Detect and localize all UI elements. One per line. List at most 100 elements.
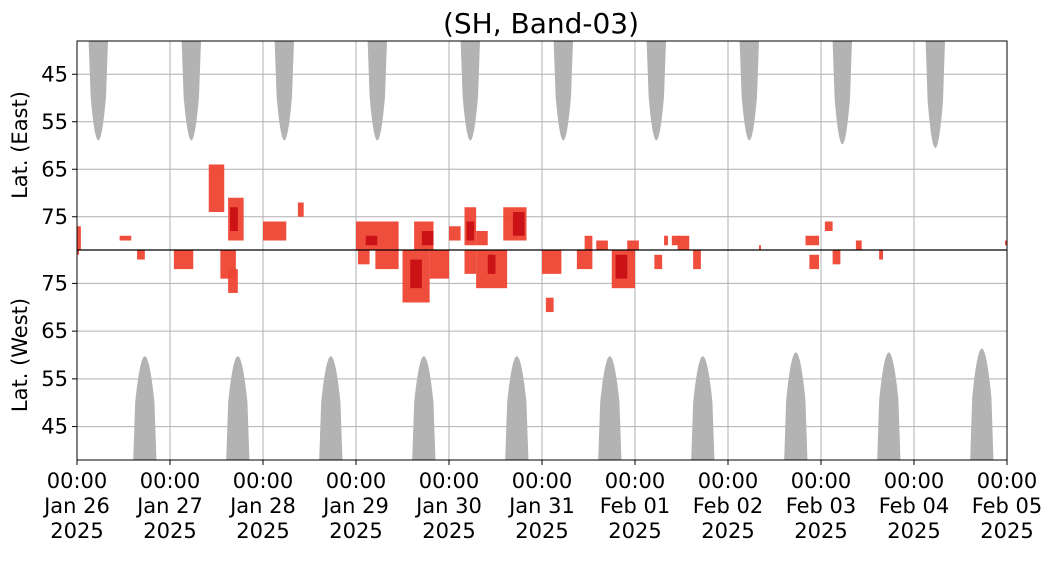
activity-east-25 [824,221,833,231]
activity-east-11 [449,226,461,241]
no-data-west-2 [319,356,343,460]
xtick-label-2-1: Jan 28 [228,494,296,518]
activity-west-5 [357,250,370,265]
activity-west-13 [542,250,562,274]
activity-east-17 [584,235,593,250]
xtick-label-2-0: 00:00 [233,469,294,493]
no-data-west-8 [877,352,901,460]
xtick-label-8-1: Feb 03 [786,494,857,518]
no-data-west-4 [505,356,529,460]
no-data-west-1 [226,356,250,460]
activity-west-8 [410,259,422,289]
activity-west-20 [809,254,820,270]
ytick-label-west-65: 65 [41,319,68,343]
xtick-label-1-2: 2025 [143,519,196,543]
activity-west-17 [615,254,628,279]
xtick-label-0-1: Jan 26 [42,494,110,518]
xtick-label-5-0: 00:00 [512,469,573,493]
activity-west-22 [879,250,883,260]
xtick-label-8-0: 00:00 [791,469,852,493]
no-data-east-4 [460,41,480,141]
y-axis-label-east: Lat. (East) [8,91,32,199]
activity-west-18 [654,254,663,270]
xtick-label-10-2: 2025 [980,519,1033,543]
activity-east-6 [297,202,304,217]
xtick-label-3-0: 00:00 [326,469,387,493]
xtick-label-9-0: 00:00 [884,469,945,493]
xtick-label-9-1: Feb 04 [879,494,950,518]
xtick-label-2-2: 2025 [236,519,289,543]
ytick-label-east-45: 45 [41,62,68,86]
activity-east-0 [77,226,81,250]
no-data-west-7 [784,352,808,460]
xtick-label-1-0: 00:00 [140,469,201,493]
activity-east-21 [671,235,680,246]
activity-east-13 [466,221,475,241]
xtick-label-5-2: 2025 [515,519,568,543]
no-data-east-2 [274,41,294,141]
activity-east-4 [230,207,238,231]
xtick-label-10-0: 00:00 [977,469,1038,493]
activity-east-16 [512,212,525,236]
no-data-east-7 [739,41,759,141]
no-data-west-3 [412,356,436,460]
xtick-label-3-1: Jan 29 [321,494,389,518]
xtick-label-3-2: 2025 [329,519,382,543]
chart-title: (SH, Band-03) [443,7,639,40]
activity-west-6 [375,250,399,270]
activity-east-19 [627,240,639,250]
xtick-label-4-0: 00:00 [419,469,480,493]
no-data-west-6 [691,356,715,460]
activity-west-0 [77,250,79,255]
no-data-east-1 [181,41,201,141]
no-data-west-9 [970,348,994,460]
activity-east-10 [421,231,434,246]
no-data-east-3 [367,41,387,141]
no-data-east-8 [832,41,852,145]
ytick-label-west-75: 75 [41,271,68,295]
xtick-label-10-1: Feb 05 [972,494,1043,518]
activity-east-18 [596,240,608,250]
no-data-west-5 [598,356,622,460]
xtick-label-6-2: 2025 [608,519,661,543]
xtick-label-7-0: 00:00 [698,469,759,493]
xtick-label-7-1: Feb 02 [693,494,764,518]
xtick-label-7-2: 2025 [701,519,754,543]
activity-west-10 [464,250,477,274]
activity-east-2 [208,164,225,212]
ytick-label-east-55: 55 [41,110,68,134]
xtick-label-8-2: 2025 [794,519,847,543]
xtick-label-5-1: Jan 31 [507,494,575,518]
xtick-label-1-1: Jan 27 [135,494,203,518]
ytick-label-east-65: 65 [41,157,68,181]
ytick-label-east-75: 75 [41,205,68,229]
activity-west-4 [228,269,238,293]
activity-east-8 [365,235,378,246]
activity-west-9 [429,250,449,279]
activity-west-2 [173,250,194,270]
activity-west-15 [576,250,593,270]
activity-east-1 [119,235,132,241]
no-data-east-9 [925,41,945,149]
xtick-label-0-0: 00:00 [47,469,108,493]
ytick-label-west-55: 55 [41,367,68,391]
no-data-east-6 [646,41,666,141]
xtick-label-6-0: 00:00 [605,469,666,493]
xtick-label-0-2: 2025 [50,519,103,543]
activity-east-5 [263,221,287,241]
no-data-east-0 [88,41,108,141]
activity-west-19 [693,250,701,270]
no-data-east-5 [553,41,573,141]
activity-east-27 [1005,240,1007,246]
y-axis-label-west: Lat. (West) [8,298,32,412]
activity-east-22 [677,235,690,250]
activity-west-14 [545,297,554,313]
xtick-label-6-1: Feb 01 [600,494,671,518]
activity-east-24 [805,235,820,246]
xtick-label-4-1: Jan 30 [414,494,482,518]
activity-west-21 [832,250,841,265]
activity-west-12 [487,254,496,274]
